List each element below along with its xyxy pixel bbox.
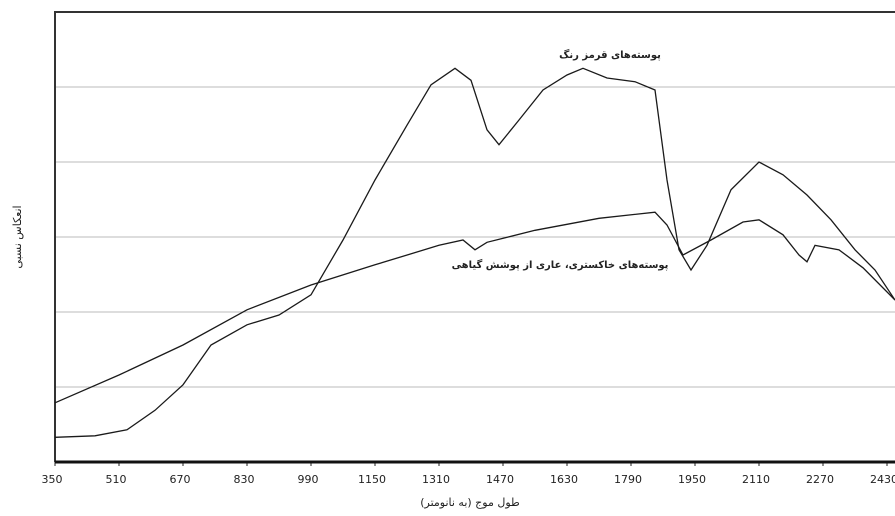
- x-tick-label: 2110: [742, 473, 770, 486]
- x-tick-label: 2270: [806, 473, 834, 486]
- x-tick-label: 350: [42, 473, 63, 486]
- y-axis-label: انعکاس نسبی: [11, 205, 24, 268]
- series-line: [54, 211, 895, 404]
- x-tick-label: 510: [106, 473, 127, 486]
- x-tick-label: 1150: [358, 473, 386, 486]
- x-axis-label: طول موج (به نانومتر): [420, 496, 520, 509]
- series-label: پوسته‌های خاکستری، عاری از پوشش گیاهی: [452, 258, 669, 271]
- x-tick-label: 1790: [614, 473, 642, 486]
- x-tick-label: 1950: [678, 473, 706, 486]
- series-label: پوسته‌های قرمز رنگ: [559, 49, 661, 61]
- x-tick-label: 830: [234, 473, 255, 486]
- x-tick-label: 670: [170, 473, 191, 486]
- series-line: [54, 67, 895, 438]
- x-tick-label: 1470: [486, 473, 514, 486]
- x-tick-label: 1310: [422, 473, 450, 486]
- x-tick-label: 990: [298, 473, 319, 486]
- x-tick-label: 1630: [550, 473, 578, 486]
- plot-frame: [54, 11, 895, 462]
- x-tick-label: 2430: [870, 473, 895, 486]
